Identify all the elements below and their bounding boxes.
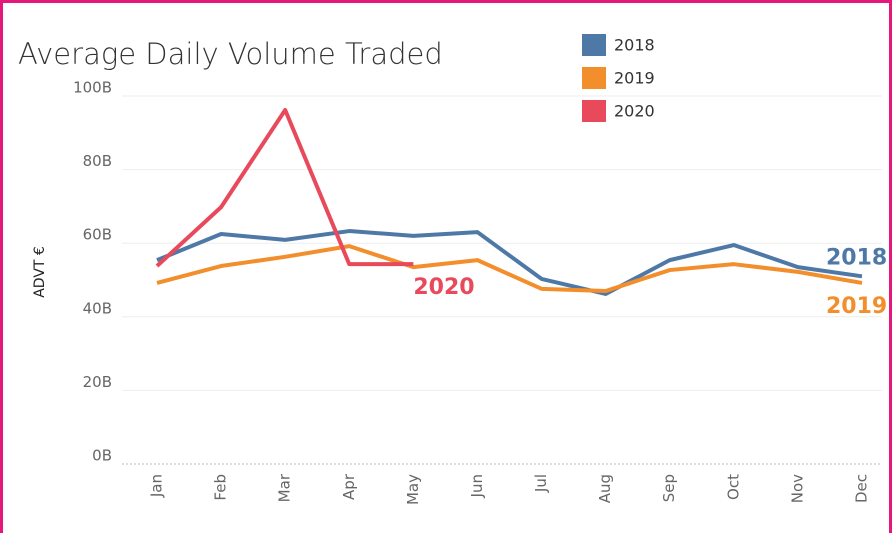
x-tick-label: Aug — [596, 474, 614, 503]
legend-label: 2019 — [614, 69, 655, 88]
x-tick-label: Jul — [532, 474, 550, 493]
y-tick-label: 100B — [73, 79, 112, 97]
x-tick-label: Sep — [660, 474, 678, 502]
x-tick-label: May — [404, 474, 422, 505]
legend-swatch — [582, 67, 606, 89]
legend-label: 2018 — [614, 36, 655, 55]
x-tick-label: Apr — [340, 473, 358, 500]
x-tick-label: Oct — [724, 474, 742, 500]
legend-swatch — [582, 100, 606, 122]
chart-title: Average Daily Volume Traded — [18, 37, 443, 71]
line — [155, 107, 414, 268]
line — [156, 229, 863, 296]
x-tick-label: Feb — [212, 474, 230, 501]
x-tick-label: Mar — [276, 473, 294, 502]
y-tick-label: 0B — [92, 447, 112, 465]
y-tick-label: 60B — [83, 226, 112, 244]
x-tick-label: Nov — [788, 474, 806, 503]
legend-swatch — [582, 34, 606, 56]
y-tick-label: 20B — [83, 373, 112, 391]
x-tick-label: Jan — [148, 474, 166, 498]
y-tick-label: 40B — [83, 299, 112, 317]
end-label: 2019 — [826, 294, 887, 319]
x-tick-label: Jun — [468, 474, 486, 498]
end-label: 2018 — [826, 245, 887, 270]
x-tick-label: Dec — [853, 474, 871, 503]
end-label: 2020 — [413, 275, 474, 300]
y-axis-label: ADVT € — [32, 246, 48, 298]
line — [156, 244, 863, 294]
y-tick-label: 80B — [83, 152, 112, 170]
legend-label: 2020 — [614, 102, 655, 121]
